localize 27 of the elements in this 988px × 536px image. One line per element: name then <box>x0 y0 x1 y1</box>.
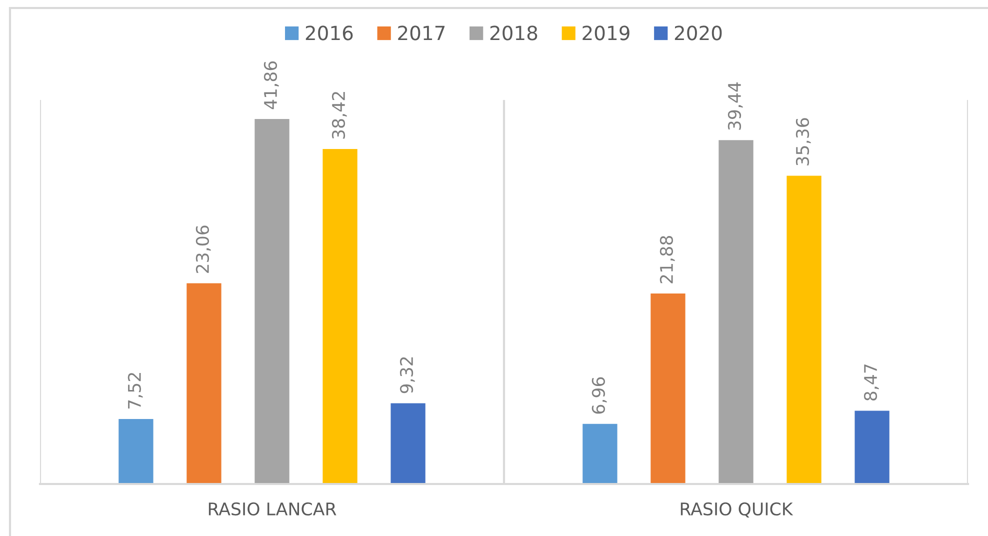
bar <box>649 292 687 484</box>
legend-label: 2017 <box>398 26 445 40</box>
bar <box>321 148 359 484</box>
data-label: 41,86 <box>264 61 279 110</box>
bar <box>785 174 823 484</box>
legend-label: 2019 <box>582 26 630 40</box>
bar <box>581 422 619 484</box>
bar <box>117 418 155 484</box>
bar <box>389 402 427 484</box>
legend-label: 2020 <box>674 26 722 40</box>
data-label: 35,36 <box>796 118 811 166</box>
data-label: 9,32 <box>400 357 415 394</box>
data-label: 8,47 <box>864 364 879 400</box>
legend-label: 2018 <box>490 26 538 40</box>
legend-label: 2016 <box>306 26 353 40</box>
data-label: 23,06 <box>196 226 211 273</box>
bar <box>853 409 891 484</box>
bar <box>253 118 291 484</box>
data-label: 39,44 <box>728 82 743 130</box>
bar <box>717 138 755 484</box>
data-label: 7,52 <box>128 373 143 409</box>
x-tick-label: RASIO LANCAR <box>208 502 336 516</box>
bar <box>185 282 223 484</box>
data-label: 21,88 <box>660 236 675 284</box>
data-label: 6,96 <box>592 377 607 414</box>
data-label: 38,42 <box>332 92 347 139</box>
x-tick-label: RASIO QUICK <box>680 502 794 518</box>
